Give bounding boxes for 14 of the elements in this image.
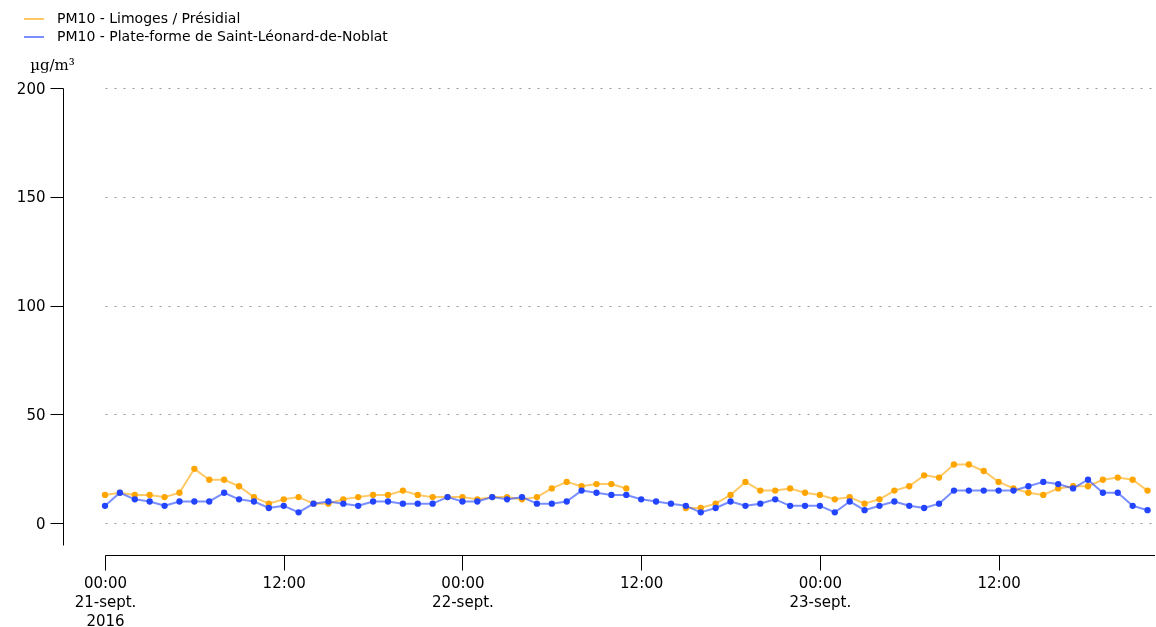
x-tick-label: 12:00 <box>262 573 306 592</box>
x-tick-label: 00:00 23-sept. <box>789 573 852 611</box>
legend-label: PM10 - Plate-forme de Saint-Léonard-de-Noblat <box>57 28 389 44</box>
y-tick-label: 150 <box>16 188 46 207</box>
x-tick-label: 12:00 <box>620 573 664 592</box>
y-axis-title: µg/m³ <box>30 55 75 74</box>
y-tick-label: 50 <box>26 405 46 424</box>
y-tick-label: 100 <box>16 297 46 316</box>
y-tick-label: 200 <box>16 79 46 98</box>
x-tick-label: 12:00 <box>977 573 1021 592</box>
x-tick-label: 00:00 22-sept. <box>432 573 494 611</box>
y-tick-label: 0 <box>35 514 46 533</box>
legend-label: PM10 - Limoges / Présidial <box>57 10 241 26</box>
x-tick-label: 00:00 21-sept. 2016 <box>74 573 137 627</box>
